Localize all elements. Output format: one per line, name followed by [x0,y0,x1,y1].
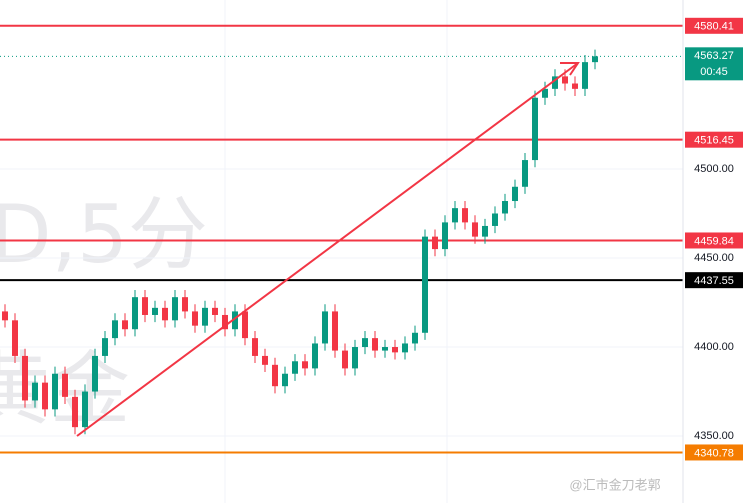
candle-body [582,62,588,89]
trend-arrow [76,62,579,437]
candle-body [592,56,598,63]
candle-body [232,311,238,330]
candle-body [472,222,478,237]
candle-body [62,373,68,397]
y-tick-label: 4350.00 [694,430,734,442]
candle-body [362,338,368,348]
y-tick-label: 4400.00 [694,341,734,353]
candle-body [42,382,48,410]
credit: @汇市金刀老郭 [569,477,660,492]
candle-body [562,76,568,84]
trend-arrow-head [560,62,580,76]
level-label-bg [685,272,743,289]
candle-body [352,347,358,369]
candle-body [2,311,8,321]
candle-body [442,222,448,250]
candle-body [552,76,558,89]
candle-body [512,186,518,202]
level-label: 4437.55 [694,275,734,287]
candle-body [432,236,438,250]
candle-body [172,297,178,321]
last-price-label: 4563.27 [694,50,734,62]
level-label: 4516.45 [694,135,734,147]
candle-body [92,355,98,392]
candle-body [142,297,148,315]
candle-body [52,373,58,410]
last-price-bg [685,47,743,81]
candle-body [262,355,268,365]
candle-body [112,320,118,339]
candle-body [342,350,348,369]
candle-body [242,311,248,339]
candle-body [382,347,388,351]
candle-body [502,201,508,214]
candle-body [532,97,538,161]
candle-body [372,338,378,351]
watermark-symbol: D,5分 [0,188,208,281]
candle-body [312,343,318,369]
level-label-bg [685,232,743,249]
candle-body [132,297,138,330]
candle-body [332,311,338,351]
candle-body [182,297,188,312]
level-label-bg [685,17,743,34]
candle-body [462,208,468,223]
level-label: 4459.84 [694,235,734,247]
candle-body [122,320,128,330]
candle-body [402,343,408,353]
candle-body [102,338,108,356]
candle-body [302,361,308,369]
candle-body [412,332,418,344]
candle-body [252,338,258,356]
candle-body [392,347,398,353]
candle-body [192,311,198,326]
candle-body [322,311,328,344]
candle-body [82,391,88,428]
candle-body [282,373,288,387]
candle-body [202,307,208,326]
candle-body [422,236,428,333]
candle-body [212,307,218,315]
candle-body [452,208,458,223]
candle-body [32,382,38,401]
candle-body [72,396,78,428]
candle-body [162,307,168,321]
y-tick-label: 4450.00 [694,252,734,264]
level-label: 4340.78 [694,447,734,459]
candle-body [222,314,228,330]
level-label-bg [685,131,743,148]
candle-body [152,307,158,315]
candle-body [572,83,578,89]
y-tick-label: 4500.00 [694,163,734,175]
level-label: 4580.41 [694,21,734,33]
candle-body [12,320,18,356]
candle-body [522,160,528,187]
countdown: 00:45 [700,66,728,78]
candle-body [292,361,298,374]
candle-body [542,88,548,98]
level-label-bg [685,444,743,461]
candle-body [492,213,498,226]
price-axis [683,0,745,503]
candle-body [482,225,488,237]
candle-body [272,364,278,387]
candle-body [22,355,28,401]
